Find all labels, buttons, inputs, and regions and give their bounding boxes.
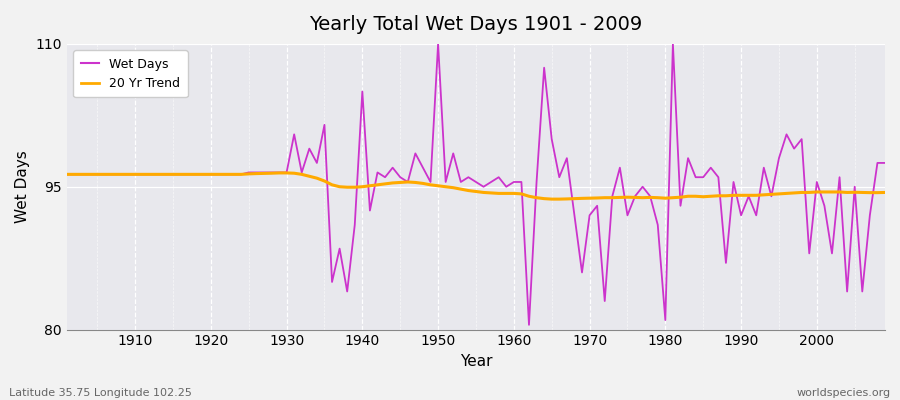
Text: Latitude 35.75 Longitude 102.25: Latitude 35.75 Longitude 102.25 [9, 388, 192, 398]
Title: Yearly Total Wet Days 1901 - 2009: Yearly Total Wet Days 1901 - 2009 [310, 15, 643, 34]
Legend: Wet Days, 20 Yr Trend: Wet Days, 20 Yr Trend [73, 50, 188, 97]
Text: worldspecies.org: worldspecies.org [796, 388, 891, 398]
Y-axis label: Wet Days: Wet Days [15, 150, 30, 223]
X-axis label: Year: Year [460, 354, 492, 369]
